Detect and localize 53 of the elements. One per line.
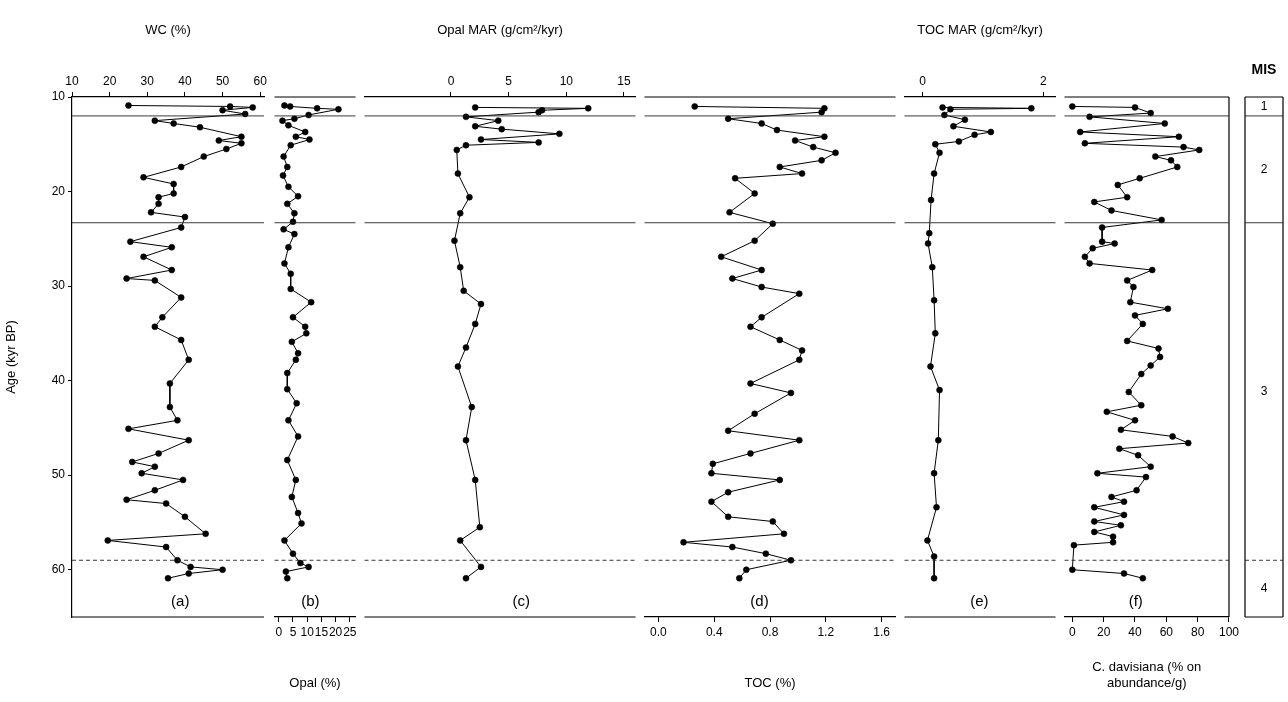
x-tick-label: 0	[1068, 624, 1076, 639]
annotation: (a)	[171, 591, 190, 609]
text: 1	[1260, 98, 1268, 113]
x-tick-label: 0.0	[650, 624, 668, 639]
x-tick-label: 1.6	[873, 624, 891, 639]
x-tick-label: 0	[275, 624, 283, 639]
annotation: (f)	[1128, 591, 1143, 609]
text: MIS	[1251, 60, 1277, 77]
y-tick-label: 40	[51, 372, 66, 387]
x-tick-label: 15	[314, 624, 329, 639]
y-tick-label: 30	[51, 278, 66, 293]
x-tick-label: 40	[1128, 624, 1142, 639]
x-tick-label: 10	[300, 624, 315, 639]
x-tick-label: 30	[140, 74, 155, 89]
x-tick-label: 15	[617, 74, 631, 89]
x-tick-label: 100	[1218, 624, 1240, 639]
annotation: (d)	[750, 591, 769, 609]
x-tick-label: 2	[1040, 74, 1048, 89]
annotation: (c)	[512, 591, 531, 609]
x-tick-label: 20	[102, 74, 117, 89]
annotation: (b)	[301, 591, 320, 609]
y-tick-label: 20	[51, 183, 66, 198]
x-tick-label: 0.8	[761, 624, 779, 639]
x-axis-title: TOC MAR (g/cm²/kyr)	[917, 22, 1043, 38]
x-tick-label: 60	[1159, 624, 1174, 639]
annotation: (e)	[970, 591, 989, 609]
x-tick-label: 10	[65, 74, 79, 89]
text: 2	[1260, 161, 1268, 176]
y-tick-label: 60	[51, 562, 66, 577]
x-tick-label: 20	[1096, 624, 1111, 639]
x-tick-label: 20	[328, 624, 343, 639]
x-axis-title: C. davisiana (% on abundance/g)	[1092, 659, 1202, 690]
x-tick-label: 1.2	[817, 624, 835, 639]
x-tick-label: 25	[343, 624, 357, 639]
text: 4	[1260, 580, 1268, 595]
x-tick-label: 40	[178, 74, 192, 89]
x-tick-label: 80	[1190, 624, 1205, 639]
x-tick-label: 5	[289, 624, 297, 639]
x-axis-title: WC (%)	[145, 22, 191, 38]
x-tick-label: 10	[559, 74, 574, 89]
x-tick-label: 0	[447, 74, 455, 89]
text: 3	[1260, 383, 1268, 398]
x-tick-label: 0	[919, 74, 927, 89]
x-tick-label: 60	[253, 74, 268, 89]
y-tick-label: 50	[51, 467, 66, 482]
x-tick-label: 0.4	[705, 624, 723, 639]
y-tick-label: 10	[51, 89, 66, 104]
x-axis-title: Opal MAR (g/cm²/kyr)	[437, 22, 563, 38]
x-tick-label: 50	[215, 74, 230, 89]
x-tick-label: 5	[505, 74, 513, 89]
x-axis-title: Opal (%)	[289, 674, 341, 690]
y-axis-title: Age (kyr BP)	[3, 320, 19, 394]
x-axis-title: TOC (%)	[744, 674, 796, 690]
